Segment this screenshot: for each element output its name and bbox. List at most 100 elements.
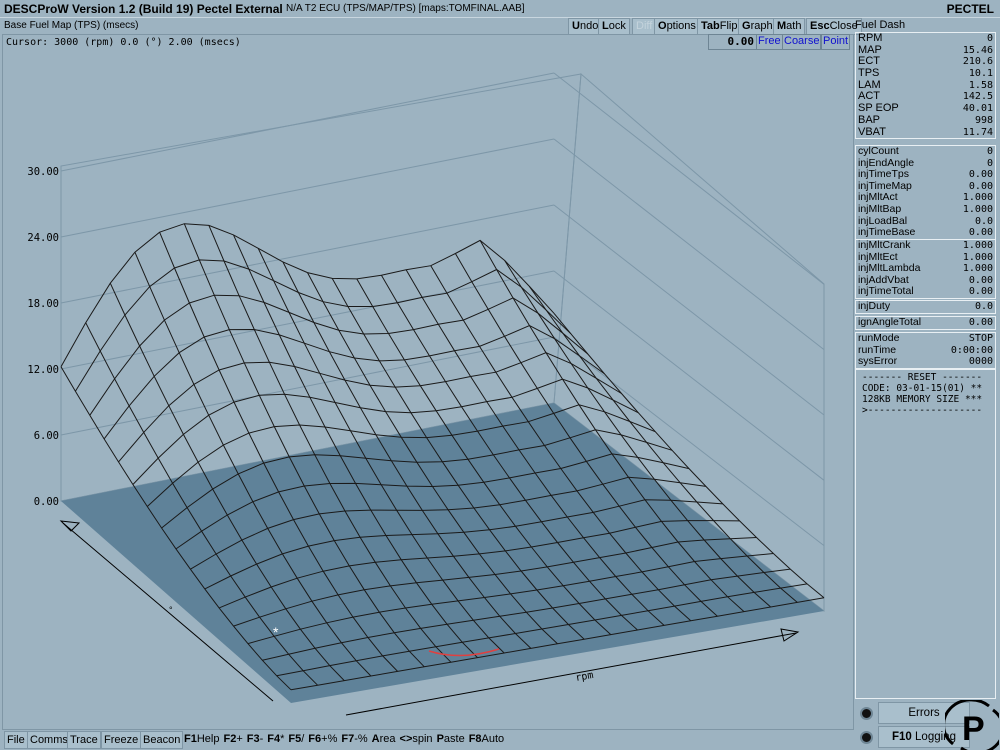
toolbar-button-flip[interactable]: TabFlip bbox=[697, 18, 742, 35]
mesh-line bbox=[282, 261, 532, 649]
dash-value: 0 bbox=[986, 33, 993, 44]
dash-label: injTimeMap bbox=[858, 179, 912, 192]
menu-freeze[interactable]: Freeze bbox=[101, 731, 142, 749]
dash-row: injTimeTps 0.00 bbox=[858, 169, 993, 181]
fkey-item[interactable]: Paste bbox=[437, 733, 465, 745]
fkey-item[interactable]: F3- bbox=[247, 733, 264, 745]
dash-row: injTimeMap 0.00 bbox=[858, 179, 993, 193]
dash-value: 1.000 bbox=[962, 192, 993, 204]
fkey-item[interactable]: F1Help bbox=[184, 733, 219, 745]
z-tick-label: 0.00 bbox=[34, 496, 59, 508]
dash-row: injDuty 0.0 bbox=[858, 300, 993, 313]
toolbar-button-diff[interactable]: Diff bbox=[632, 18, 657, 35]
fkey-label: * bbox=[280, 733, 285, 745]
z-gridline bbox=[60, 336, 555, 436]
logging-led-icon bbox=[860, 731, 873, 744]
fkey-item[interactable]: Area bbox=[372, 733, 396, 745]
dash-label: injTimeTotal bbox=[858, 285, 914, 298]
label: Diff bbox=[636, 20, 653, 32]
panel-ign: ignAngleTotal 0.00 bbox=[855, 316, 996, 330]
errors-button[interactable]: Errors bbox=[878, 702, 970, 724]
toolbar-button-ptions[interactable]: Options bbox=[654, 18, 700, 35]
fkey-item[interactable]: F4* bbox=[267, 733, 284, 745]
coarse-mode-button[interactable]: Coarse bbox=[782, 34, 822, 50]
point-mode-button[interactable]: Point bbox=[821, 34, 851, 50]
dash-value: 142.5 bbox=[962, 91, 993, 103]
z-tick-label: 6.00 bbox=[34, 430, 59, 442]
errors-led-icon bbox=[860, 707, 873, 720]
x-axis-line bbox=[345, 632, 797, 716]
value-input[interactable]: 0.00 bbox=[708, 34, 757, 50]
label: ndo bbox=[579, 20, 599, 32]
fkey-item[interactable]: F6+% bbox=[308, 733, 337, 745]
surface-plot[interactable]: 30.00 24.00 18.00 12.00 6.00 0.00 * rpm ° bbox=[2, 34, 854, 730]
logging-key: F10 bbox=[892, 731, 912, 743]
dash-value: 0 bbox=[986, 157, 993, 169]
dash-value: 0.00 bbox=[968, 169, 993, 181]
floor-plane bbox=[61, 403, 824, 703]
fkey-item[interactable]: F7-% bbox=[341, 733, 367, 745]
dash-label: injMltEct bbox=[858, 250, 898, 263]
fkey-item[interactable]: <>spin bbox=[400, 733, 433, 745]
dash-value: 1.000 bbox=[962, 263, 993, 275]
fkey-label: + bbox=[236, 733, 243, 745]
z-gridline bbox=[553, 72, 825, 285]
ecu-info: N/A T2 ECU (TPS/MAP/TPS) [maps:TOMFINAL.… bbox=[286, 3, 525, 14]
dash-row: injTimeTotal 0.00 bbox=[858, 286, 993, 298]
fkey-item[interactable]: F5/ bbox=[288, 733, 304, 745]
dash-value: STOP bbox=[968, 333, 993, 344]
dash-row: SP EOP 40.01 bbox=[858, 102, 993, 115]
dash-label: injEndAngle bbox=[858, 156, 915, 169]
toolbar-button-close[interactable]: EscClose bbox=[806, 18, 862, 35]
dash-value: 1.000 bbox=[962, 240, 993, 251]
dash-value: 210.6 bbox=[962, 56, 993, 68]
fkey-label: Help bbox=[196, 733, 220, 745]
logging-button[interactable]: F10 Logging bbox=[878, 726, 970, 748]
surface-svg[interactable]: 30.00 24.00 18.00 12.00 6.00 0.00 * rpm ° bbox=[3, 35, 853, 729]
panel-inj2: injMltCrank 1.000 injMltEct 1.000 injMltLamb… bbox=[855, 239, 996, 299]
dash-label: injMltAct bbox=[858, 191, 898, 204]
free-mode-button[interactable]: Free bbox=[756, 34, 783, 50]
dash-label: runMode bbox=[858, 332, 900, 344]
menu-trace[interactable]: Trace bbox=[67, 731, 101, 749]
toolbar-button-raph[interactable]: Graph bbox=[738, 18, 777, 35]
z-gridline bbox=[553, 138, 825, 351]
app-title: DESCProW Version 1.2 (Build 19) Pectel E… bbox=[4, 2, 283, 16]
mesh-line bbox=[257, 248, 505, 654]
menu-beacon[interactable]: Beacon bbox=[140, 731, 184, 749]
dash-row: VBAT 11.74 bbox=[858, 126, 993, 139]
toolbar-button-ath[interactable]: Math bbox=[773, 18, 806, 35]
menu-comms[interactable]: Comms bbox=[27, 731, 71, 749]
hotkey: L bbox=[602, 20, 609, 32]
map-title: Base Fuel Map (TPS) (msecs) bbox=[4, 20, 139, 31]
z-gridline bbox=[60, 72, 555, 172]
dash-value: 10.1 bbox=[968, 68, 993, 80]
dash-value: 0000 bbox=[968, 356, 993, 368]
menu-file[interactable]: File bbox=[4, 731, 28, 749]
z-gridline bbox=[553, 204, 825, 416]
label: ath bbox=[786, 20, 802, 32]
mesh-line bbox=[454, 253, 718, 617]
dash-value: 0.00 bbox=[968, 180, 993, 192]
dash-row: injLoadBal 0.0 bbox=[858, 215, 993, 228]
console-output: ------- RESET ------- CODE: 03-01-15(01)… bbox=[855, 369, 996, 699]
toolbar-button-ock[interactable]: Lock bbox=[598, 18, 630, 35]
mesh-line bbox=[208, 225, 452, 663]
dash-label: MAP bbox=[858, 43, 882, 56]
pectel-logo-icon: P bbox=[945, 700, 999, 750]
dash-row: injMltLambda 1.000 bbox=[858, 263, 993, 275]
fkey-item[interactable]: F2+ bbox=[223, 733, 242, 745]
dash-value: 1.000 bbox=[962, 203, 993, 215]
cursor-marker bbox=[428, 648, 500, 657]
dash-title: Fuel Dash bbox=[855, 19, 906, 31]
fkey-item[interactable]: F8Auto bbox=[469, 733, 504, 745]
dash-label: SP EOP bbox=[858, 102, 899, 115]
dash-row: injEndAngle 0 bbox=[858, 156, 993, 170]
z-tick-label: 12.00 bbox=[27, 364, 59, 376]
mesh-line bbox=[159, 232, 398, 672]
dash-row: ignAngleTotal 0.00 bbox=[858, 316, 993, 329]
fkey-label: +% bbox=[321, 733, 338, 745]
dash-label: LAM bbox=[858, 78, 881, 91]
mesh-line bbox=[183, 223, 425, 668]
dash-label: injTimeBase bbox=[858, 226, 916, 239]
